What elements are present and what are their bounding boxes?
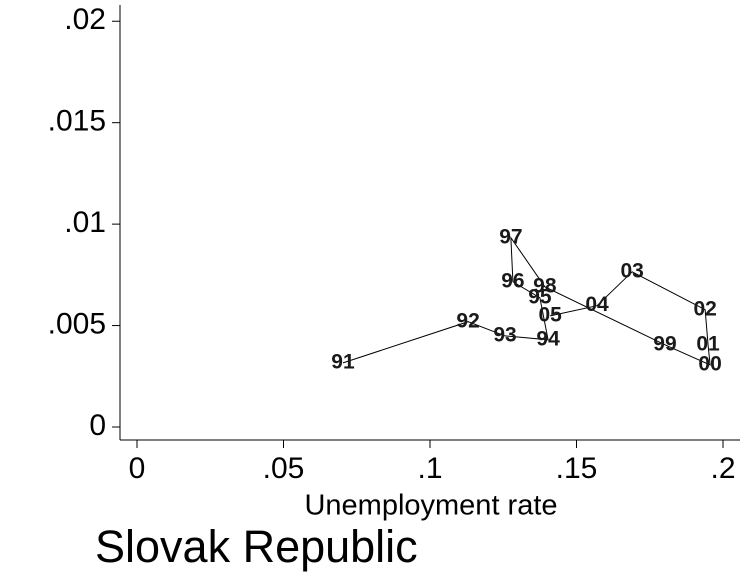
connecting-line xyxy=(342,235,711,366)
y-tick-label: .01 xyxy=(64,206,106,239)
point-label: 98 xyxy=(533,274,557,297)
point-label: 94 xyxy=(536,327,560,350)
point-label: 05 xyxy=(538,303,562,326)
caption: Slovak Republic xyxy=(95,521,418,572)
point-label: 97 xyxy=(499,225,522,248)
y-tick-label: .015 xyxy=(48,105,106,138)
point-label: 96 xyxy=(501,269,524,292)
x-tick-label: .1 xyxy=(417,452,442,485)
y-tick-label: .02 xyxy=(64,3,106,36)
point-label: 95 xyxy=(528,285,552,308)
point-label: 91 xyxy=(331,350,355,373)
x-tick-label: .05 xyxy=(263,452,305,485)
point-label: 93 xyxy=(493,323,516,346)
point-label: 99 xyxy=(653,332,676,355)
x-axis-title: Unemployment rate xyxy=(304,490,557,522)
x-tick-label: .15 xyxy=(556,452,598,485)
y-tick-label: .005 xyxy=(48,307,106,340)
y-tick-label: 0 xyxy=(89,409,106,442)
point-label: 92 xyxy=(456,309,479,332)
point-label: 04 xyxy=(585,293,609,316)
x-tick-label: 0 xyxy=(129,452,146,485)
point-label: 02 xyxy=(693,297,716,320)
point-label: 03 xyxy=(620,259,643,282)
point-label: 00 xyxy=(698,352,721,375)
x-tick-label: .2 xyxy=(710,452,735,485)
point-label: 01 xyxy=(696,332,720,355)
